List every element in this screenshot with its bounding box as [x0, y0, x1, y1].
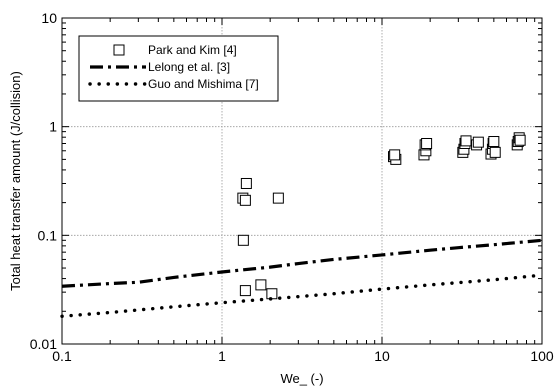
legend-label: Guo and Mishima [7] — [148, 77, 259, 91]
data-point — [460, 135, 472, 147]
x-tick-label: 1 — [218, 348, 226, 364]
data-point — [488, 136, 500, 148]
x-tick-label: 10 — [374, 348, 390, 364]
y-axis-title: Total heat transfer amount (J/collision) — [8, 71, 23, 291]
series-line — [61, 238, 543, 288]
legend-item-1: Park and Kim [4] — [113, 43, 237, 57]
plot-series — [60, 132, 544, 318]
data-point — [272, 192, 284, 204]
data-point — [514, 134, 526, 146]
data-point — [389, 149, 401, 161]
series-line — [60, 273, 544, 318]
data-point — [489, 146, 501, 158]
y-tick-label: 0.01 — [30, 336, 57, 352]
series-2 — [61, 238, 543, 288]
x-tick-label: 100 — [530, 348, 554, 364]
data-point — [239, 194, 251, 206]
legend: Park and Kim [4] Lelong et al. [3] Guo and… — [78, 35, 279, 102]
data-point — [255, 279, 267, 291]
y-tick-label: 1 — [49, 119, 57, 135]
legend-label: Lelong et al. [3] — [148, 60, 230, 74]
x-tick-label: 0.1 — [52, 348, 72, 364]
legend-box — [78, 35, 279, 102]
legend-item-2: Lelong et al. [3] — [90, 60, 230, 74]
plot-frame — [61, 17, 543, 345]
data-point — [421, 137, 433, 149]
legend-label: Park and Kim [4] — [148, 43, 237, 57]
data-point — [239, 285, 251, 297]
data-point — [266, 288, 278, 300]
legend-item-3: Guo and Mishima [7] — [88, 77, 259, 91]
data-point — [237, 234, 249, 246]
series-1 — [237, 132, 526, 300]
y-tick-label: 0.1 — [38, 227, 58, 243]
y-tick-label: 10 — [41, 10, 57, 26]
legend-marker — [113, 44, 125, 56]
data-point — [240, 177, 252, 189]
data-point — [472, 136, 484, 148]
x-axis-title: We_ (-) — [280, 371, 323, 386]
series-3 — [60, 273, 544, 318]
